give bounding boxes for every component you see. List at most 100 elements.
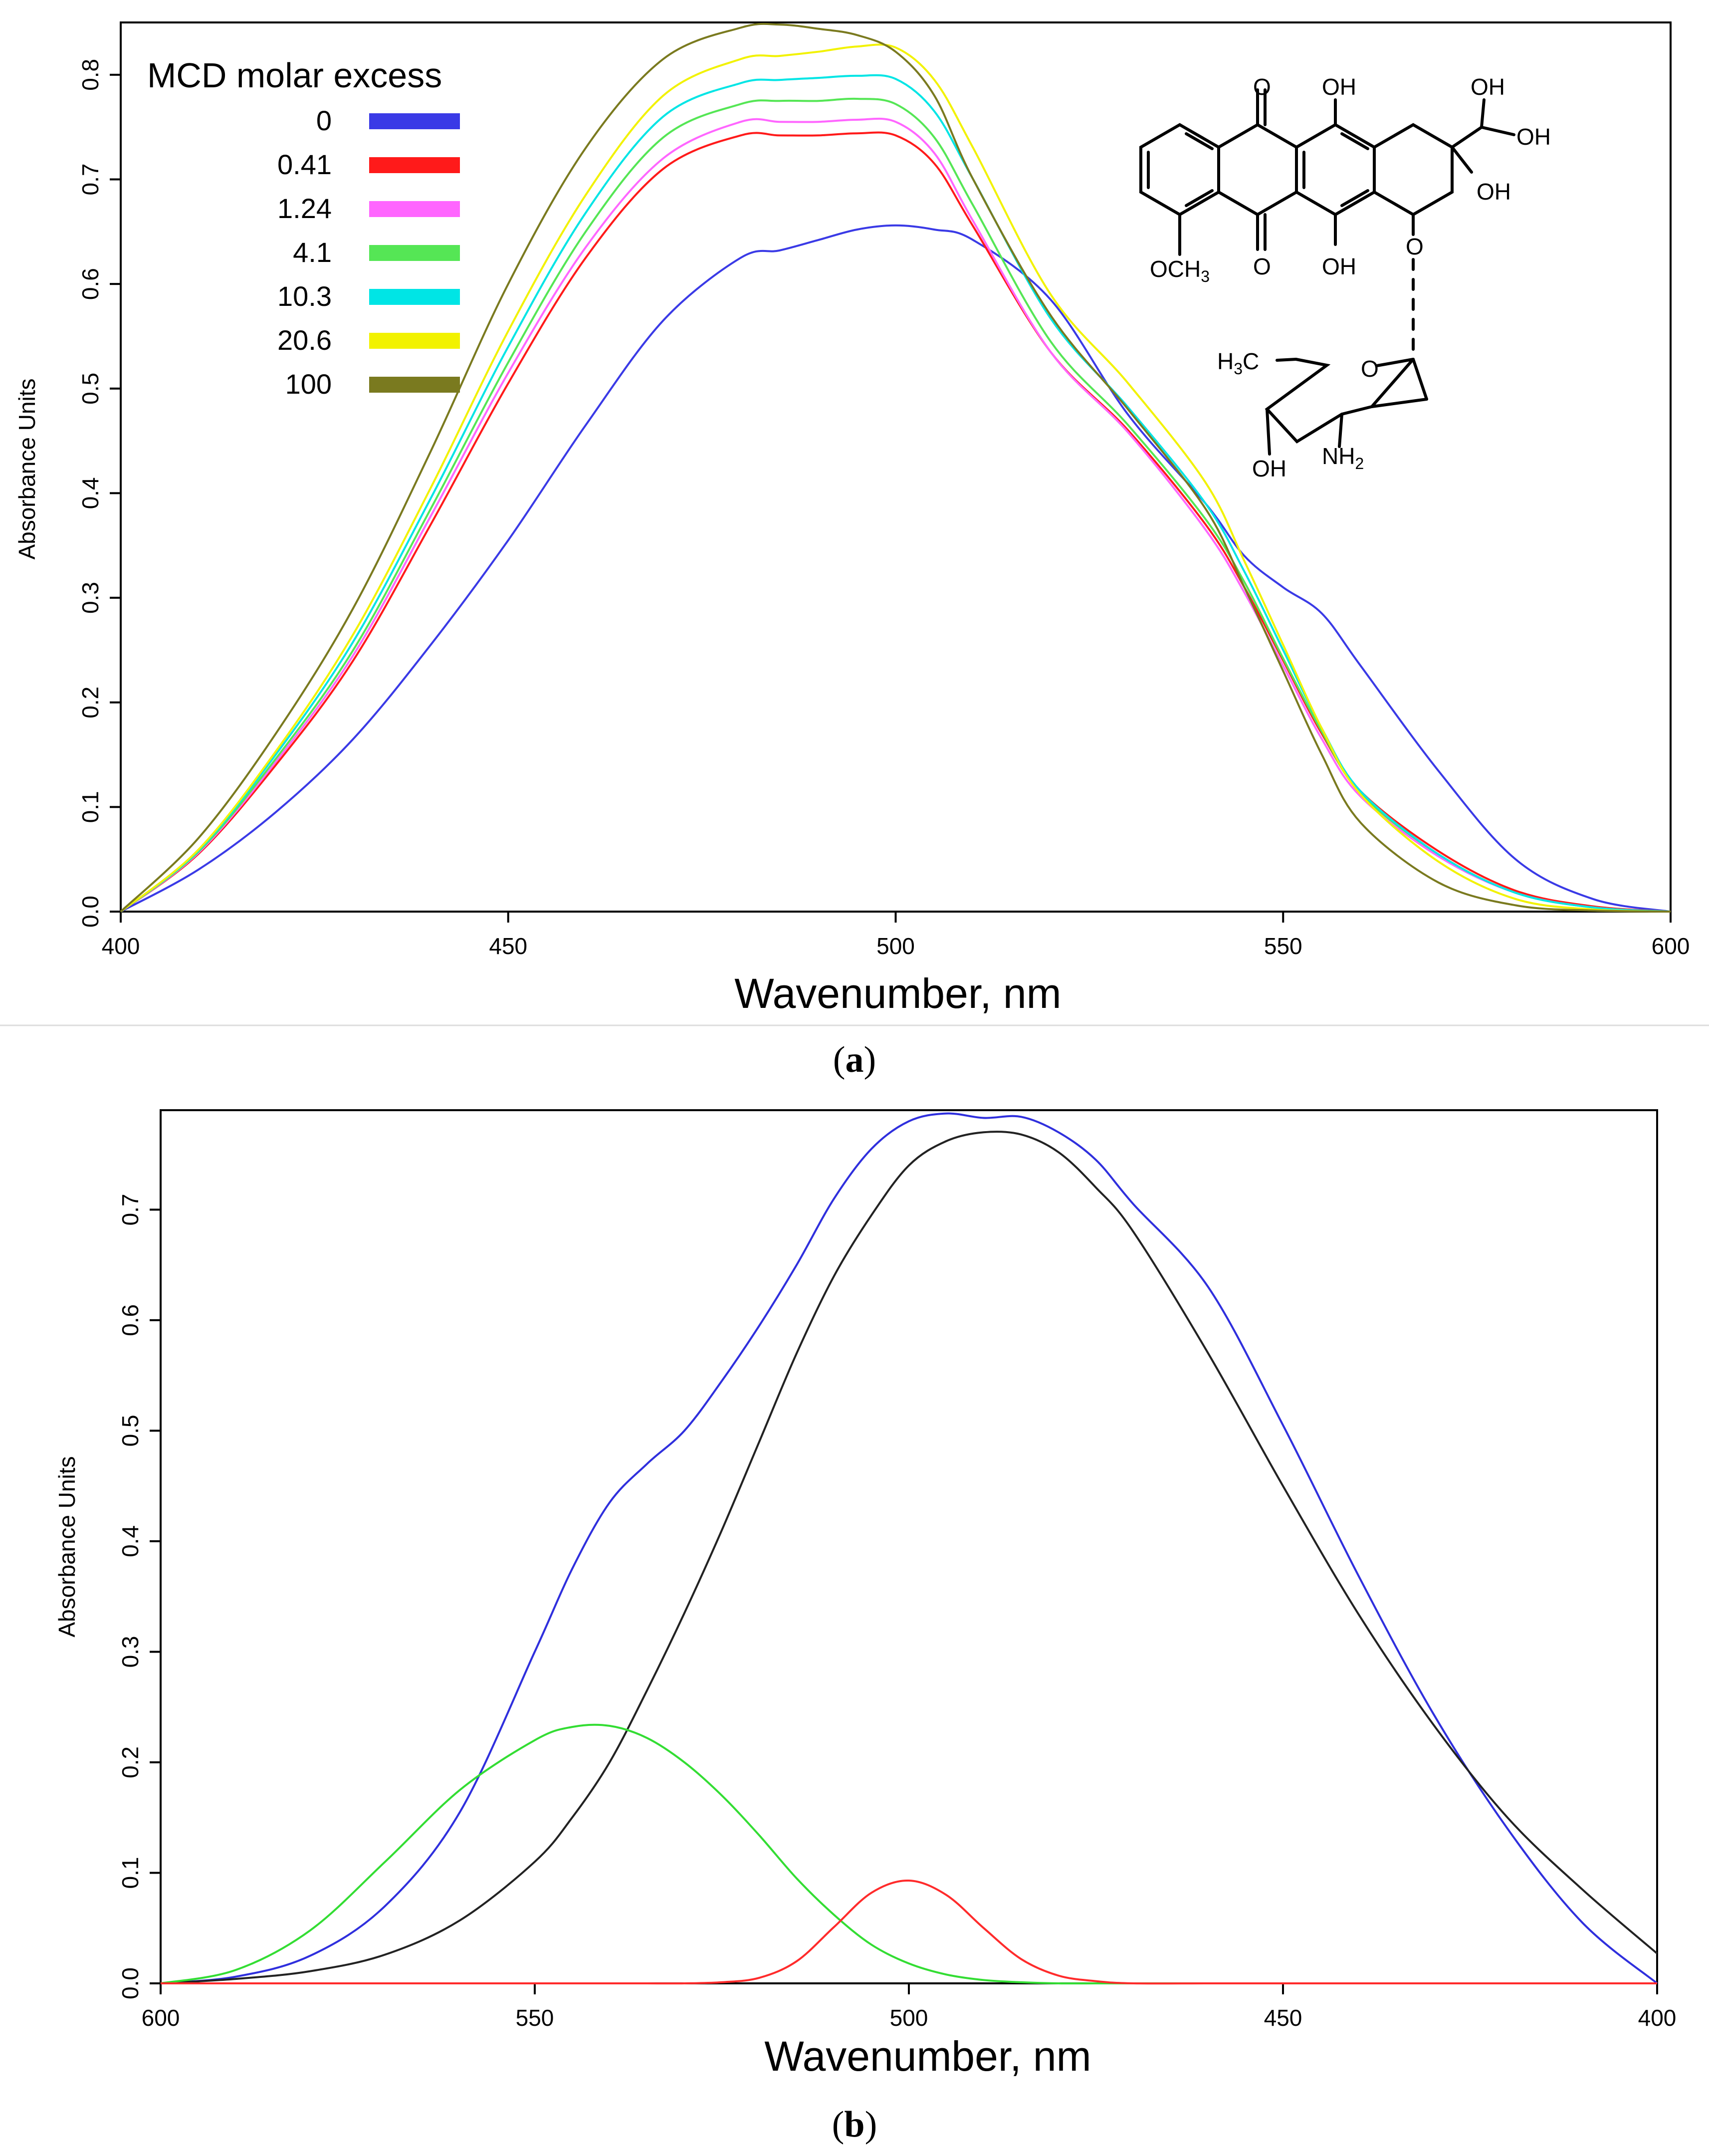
- side-chain-2: [1480, 126, 1515, 136]
- y-axis-label-b: Absorbance Units: [54, 1456, 80, 1637]
- sugar-back-bond: [1370, 398, 1428, 408]
- series-line-a-0: [120, 224, 1671, 913]
- ring-o-label: O: [1361, 356, 1379, 382]
- y-tick-label-b-5: 0.5: [117, 1415, 143, 1446]
- legend-label-3: 4.1: [293, 237, 332, 268]
- y-tick-label-a-3: 0.3: [77, 582, 103, 614]
- y-tick-label-a-8: 0.8: [77, 59, 103, 91]
- series-line-a-1: [120, 131, 1671, 913]
- series-lines-b: [160, 1112, 1658, 1985]
- y-tick-label-a-0: 0.0: [77, 896, 103, 928]
- axis-ticks-a: 400 450 500 550 600 0.0 0.1 0.2 0.3 0.4 0.5 0.6 0.7 0…: [77, 59, 1690, 959]
- molecule-labels: O O OH OH OH OH OH OCH3 O O H3C OH NH2: [1150, 74, 1551, 481]
- chart-panel-a: 400 450 500 550 600 0.0 0.1 0.2 0.3 0.4 0.5 0.6 0.7 0…: [14, 21, 1690, 1080]
- series-line-a-3: [120, 97, 1671, 913]
- x-tick-label-a-1: 450: [489, 933, 527, 959]
- sugar-methyl: [1276, 358, 1297, 362]
- y-tick-label-a-6: 0.6: [77, 268, 103, 300]
- legend-label-2: 1.24: [277, 193, 332, 224]
- series-line-a-4: [120, 74, 1671, 913]
- oh-label-bottom: OH: [1322, 253, 1356, 279]
- series-line-a-6: [120, 22, 1671, 913]
- oh-label-top: OH: [1322, 74, 1356, 100]
- x-tick-label-b-1: 550: [516, 2005, 554, 2031]
- y-tick-label-a-4: 0.4: [77, 477, 103, 509]
- legend-label-0: 0: [316, 105, 332, 136]
- x-tick-label-b-3: 450: [1264, 2005, 1302, 2031]
- side-chain-1: [1451, 126, 1483, 149]
- ring-c-double-3: [1340, 189, 1369, 207]
- x-tick-label-a-0: 400: [102, 933, 140, 959]
- chart-panel-b: 600 550 500 450 4000.00.10.20.30.40.50.60.7 …: [54, 1109, 1676, 2145]
- y-tick-label-b-7: 0.7: [117, 1194, 143, 1225]
- panel-b-caption: (b): [832, 2104, 877, 2145]
- series-lines-a: [120, 22, 1671, 913]
- x-tick-label-a-3: 550: [1264, 933, 1302, 959]
- oh-label-terminal: OH: [1516, 124, 1551, 150]
- series-line-b-0: [160, 1112, 1658, 1984]
- ring-c: [1295, 123, 1376, 217]
- y-tick-label-a-2: 0.2: [77, 687, 103, 719]
- x-tick-label-b-0: 600: [142, 2005, 180, 2031]
- y-tick-label-a-5: 0.5: [77, 373, 103, 405]
- carbonyl-o-bottom: O: [1253, 253, 1271, 279]
- series-line-a-5: [120, 43, 1671, 913]
- y-axis-label-a: Absorbance Units: [14, 378, 40, 559]
- x-axis-label-a: Wavenumber, nm: [734, 970, 1061, 1017]
- ring-a-double-3: [1185, 189, 1214, 207]
- y-tick-label-b-6: 0.6: [117, 1304, 143, 1336]
- ring-a: [1139, 123, 1220, 217]
- sugar-oh-bond: [1266, 408, 1271, 456]
- legend-swatch-1: [369, 157, 460, 173]
- anomeric-bond: [1412, 358, 1428, 401]
- ring-o-bond: [1375, 358, 1415, 367]
- amine-label: NH2: [1322, 443, 1364, 473]
- ring-a-double-2: [1185, 132, 1214, 150]
- methyl-label: H3C: [1217, 348, 1259, 378]
- ring-b: [1217, 123, 1298, 217]
- legend-title: MCD molar excess: [147, 56, 442, 95]
- side-chain-oh: [1480, 98, 1486, 129]
- axis-ticks-b: 600 550 500 450 400 0.0 0.1 0.2 0.3 0.4 0.5 0.6 0.7: [117, 1194, 1676, 2031]
- sugar-oh-label: OH: [1252, 456, 1286, 481]
- legend-label-1: 0.41: [277, 149, 332, 180]
- x-axis-label-b: Wavenumber, nm: [764, 2033, 1091, 2080]
- legend-swatch-2: [369, 201, 460, 217]
- oh-label-side-chain: OH: [1471, 74, 1505, 100]
- x-tick-label-a-4: 600: [1652, 933, 1690, 959]
- y-tick-label-b-4: 0.4: [117, 1525, 143, 1557]
- plot-frame-a: [120, 21, 1672, 913]
- series-line-b-3: [160, 1879, 1657, 1985]
- legend-label-5: 20.6: [277, 324, 332, 356]
- glycosidic-o-label: O: [1406, 234, 1424, 259]
- y-tick-label-b-1: 0.1: [117, 1857, 143, 1889]
- sugar-nh2-bond: [1338, 413, 1343, 448]
- ring-c-double-2: [1340, 132, 1369, 150]
- y-tick-label-a-1: 0.1: [77, 791, 103, 823]
- legend-a: MCD molar excess 0 0.41 1.24 4.1 10.3 20.6 100: [147, 56, 460, 400]
- y-tick-label-b-2: 0.2: [117, 1746, 143, 1778]
- methoxy-label: OCH3: [1150, 256, 1210, 285]
- x-tick-label-a-2: 500: [876, 933, 915, 959]
- legend-swatch-4: [369, 289, 460, 305]
- molecule-structure: [1139, 88, 1515, 456]
- legend-swatch-3: [369, 245, 460, 261]
- carbonyl-o-top: O: [1253, 74, 1271, 100]
- legend-label-4: 10.3: [277, 280, 332, 312]
- x-tick-label-b-2: 500: [890, 2005, 928, 2031]
- series-line-b-1: [160, 1130, 1658, 1984]
- plot-frame-b: [160, 1109, 1658, 1984]
- y-tick-label-b-3: 0.3: [117, 1636, 143, 1668]
- series-line-a-2: [120, 117, 1671, 913]
- legend-label-6: 100: [285, 368, 332, 400]
- oh-label-c9: OH: [1477, 179, 1511, 205]
- legend-swatch-6: [369, 377, 460, 393]
- c9-oh-bond: [1451, 146, 1473, 174]
- ring-d: [1373, 123, 1454, 217]
- x-tick-label-b-4: 400: [1638, 2005, 1677, 2031]
- legend-swatch-5: [369, 333, 460, 349]
- y-tick-label-a-7: 0.7: [77, 163, 103, 195]
- y-tick-label-b-0: 0.0: [117, 1967, 143, 1999]
- legend-swatch-0: [369, 113, 460, 129]
